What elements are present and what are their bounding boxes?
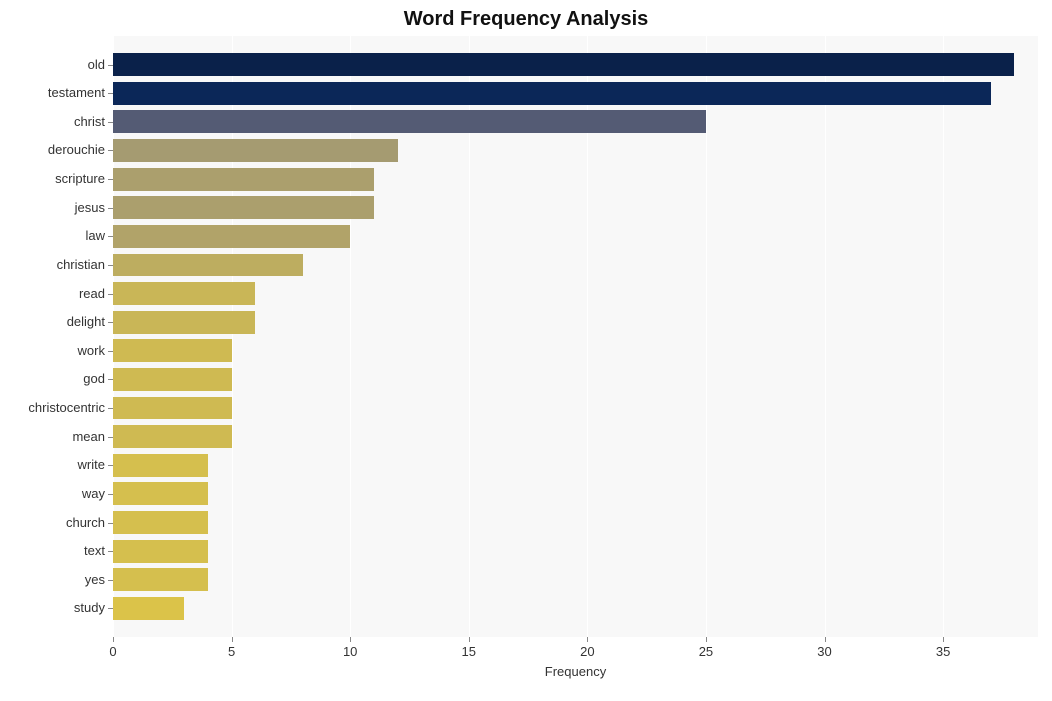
bar bbox=[113, 282, 255, 305]
y-axis-label: christian bbox=[0, 257, 105, 272]
x-axis-title: Frequency bbox=[113, 664, 1038, 679]
chart-title: Word Frequency Analysis bbox=[0, 8, 1052, 31]
x-tick-label: 25 bbox=[699, 644, 713, 659]
y-axis-label: jesus bbox=[0, 200, 105, 215]
y-tick-mark bbox=[108, 351, 113, 352]
y-tick-mark bbox=[108, 379, 113, 380]
bar bbox=[113, 254, 303, 277]
bar bbox=[113, 397, 232, 420]
bar bbox=[113, 168, 374, 191]
y-tick-mark bbox=[108, 208, 113, 209]
y-axis-label: write bbox=[0, 457, 105, 472]
x-tick-mark bbox=[113, 637, 114, 642]
plot-area bbox=[113, 36, 1038, 637]
y-axis-label: work bbox=[0, 343, 105, 358]
chart-container: Word Frequency Analysis old testament chri… bbox=[0, 0, 1052, 701]
bar bbox=[113, 225, 350, 248]
y-tick-mark bbox=[108, 494, 113, 495]
y-tick-mark bbox=[108, 265, 113, 266]
y-tick-mark bbox=[108, 179, 113, 180]
y-tick-mark bbox=[108, 437, 113, 438]
x-tick-label: 10 bbox=[343, 644, 357, 659]
bar bbox=[113, 110, 706, 133]
y-axis-label: study bbox=[0, 600, 105, 615]
y-tick-mark bbox=[108, 322, 113, 323]
bar bbox=[113, 540, 208, 563]
y-tick-mark bbox=[108, 236, 113, 237]
y-axis-label: yes bbox=[0, 572, 105, 587]
y-tick-mark bbox=[108, 551, 113, 552]
y-axis-label: delight bbox=[0, 314, 105, 329]
y-axis-label: old bbox=[0, 57, 105, 72]
y-tick-mark bbox=[108, 465, 113, 466]
y-tick-mark bbox=[108, 523, 113, 524]
y-axis-label: read bbox=[0, 286, 105, 301]
bar bbox=[113, 368, 232, 391]
y-tick-mark bbox=[108, 122, 113, 123]
x-tick-label: 30 bbox=[817, 644, 831, 659]
bar bbox=[113, 511, 208, 534]
y-tick-mark bbox=[108, 150, 113, 151]
y-axis-label: scripture bbox=[0, 171, 105, 186]
x-tick-label: 15 bbox=[462, 644, 476, 659]
x-tick-label: 35 bbox=[936, 644, 950, 659]
bar bbox=[113, 339, 232, 362]
bars-layer bbox=[113, 36, 1038, 637]
y-tick-mark bbox=[108, 408, 113, 409]
x-tick-label: 5 bbox=[228, 644, 235, 659]
y-tick-mark bbox=[108, 580, 113, 581]
x-tick-mark bbox=[825, 637, 826, 642]
bar bbox=[113, 425, 232, 448]
bar bbox=[113, 53, 1014, 76]
x-tick-mark bbox=[587, 637, 588, 642]
x-tick-mark bbox=[232, 637, 233, 642]
y-tick-mark bbox=[108, 65, 113, 66]
y-axis-label: church bbox=[0, 515, 105, 530]
bar bbox=[113, 482, 208, 505]
x-tick-mark bbox=[469, 637, 470, 642]
y-axis-label: christ bbox=[0, 114, 105, 129]
y-tick-mark bbox=[108, 93, 113, 94]
y-axis-label: mean bbox=[0, 429, 105, 444]
bar bbox=[113, 568, 208, 591]
x-tick-mark bbox=[350, 637, 351, 642]
bar bbox=[113, 82, 991, 105]
bar bbox=[113, 139, 398, 162]
x-tick-label: 20 bbox=[580, 644, 594, 659]
bar bbox=[113, 454, 208, 477]
x-tick-mark bbox=[943, 637, 944, 642]
y-axis-label: text bbox=[0, 543, 105, 558]
bar bbox=[113, 196, 374, 219]
y-axis-label: way bbox=[0, 486, 105, 501]
y-axis-label: christocentric bbox=[0, 400, 105, 415]
y-axis-label: testament bbox=[0, 85, 105, 100]
x-tick-mark bbox=[706, 637, 707, 642]
bar bbox=[113, 597, 184, 620]
y-axis-label: law bbox=[0, 228, 105, 243]
y-tick-mark bbox=[108, 608, 113, 609]
y-axis-label: god bbox=[0, 371, 105, 386]
bar bbox=[113, 311, 255, 334]
y-axis-label: derouchie bbox=[0, 142, 105, 157]
y-tick-mark bbox=[108, 294, 113, 295]
x-tick-label: 0 bbox=[109, 644, 116, 659]
